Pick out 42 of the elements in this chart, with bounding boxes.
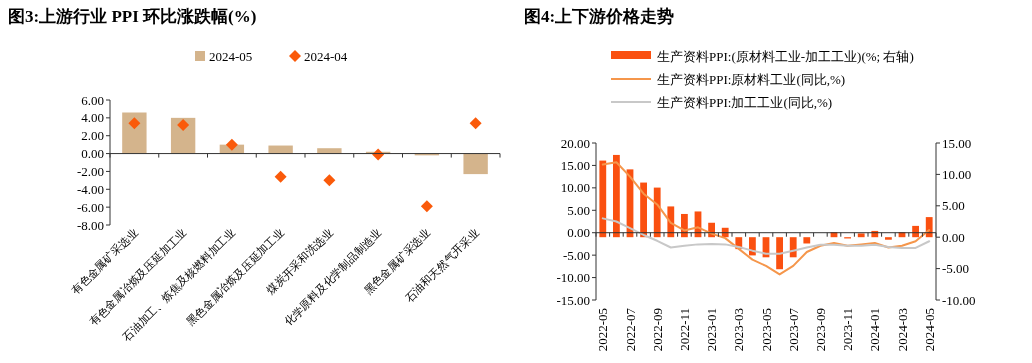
x-tick-label: 2023-09: [812, 308, 828, 352]
legend-label: 2024-05: [209, 49, 253, 64]
y2-tick-label: 10.00: [942, 166, 972, 182]
y2-tick-label: -10.00: [942, 292, 976, 308]
x-tick-label: 2024-03: [894, 308, 910, 352]
y-tick-label: 4.00: [81, 110, 104, 126]
x-tick-label: 2023-11: [840, 308, 856, 351]
y-tick-label: 5.00: [567, 202, 590, 218]
x-tick-label: 2022-09: [649, 308, 665, 352]
y-tick-label: 2.00: [81, 128, 104, 144]
y-tick-label: -2.00: [76, 163, 104, 179]
chart-title: 图4:上下游价格走势: [524, 7, 675, 26]
y-tick-label: 0.00: [81, 146, 104, 162]
legend-label: 生产资料PPI:加工工业(同比,%): [657, 95, 833, 110]
x-tick-label: 2024-05: [921, 308, 937, 352]
y-tick-label: -8.00: [76, 217, 104, 233]
y-tick-label: -4.00: [76, 181, 104, 197]
y-tick-label: 6.00: [81, 92, 104, 108]
x-tick-label: 2023-01: [704, 308, 720, 352]
y-tick-label: -6.00: [76, 199, 104, 215]
x-tick-label: 2022-05: [595, 308, 611, 352]
legend-label: 生产资料PPI:原材料工业(同比,%): [657, 72, 846, 87]
x-tick-label: 2023-03: [731, 308, 747, 352]
legend-label: 2024-04: [304, 49, 348, 64]
x-tick-label: 2024-01: [867, 308, 883, 352]
y-tick-label: 0.00: [567, 225, 590, 241]
y2-tick-label: 5.00: [942, 198, 965, 214]
x-tick-label: 2023-05: [758, 308, 774, 352]
y-tick-label: 10.00: [560, 180, 590, 196]
y2-tick-label: -5.00: [942, 261, 970, 277]
y-tick-label: 15.00: [560, 157, 590, 173]
x-tick-label: 2023-07: [785, 307, 801, 352]
y-tick-label: -5.00: [562, 247, 590, 263]
chart-title: 图3:上游行业 PPI 环比涨跌幅(%): [8, 7, 257, 26]
y-tick-label: -10.00: [556, 270, 590, 286]
legend-label: 生产资料PPI:(原材料工业-加工工业)(%; 右轴): [657, 49, 914, 64]
y2-tick-label: 0.00: [942, 229, 965, 245]
y2-tick-label: 15.00: [942, 135, 972, 151]
y-tick-label: 20.00: [560, 135, 590, 151]
y-tick-label: -15.00: [556, 292, 590, 308]
x-tick-label: 2022-07: [622, 307, 638, 352]
x-tick-label: 2022-11: [676, 308, 692, 351]
